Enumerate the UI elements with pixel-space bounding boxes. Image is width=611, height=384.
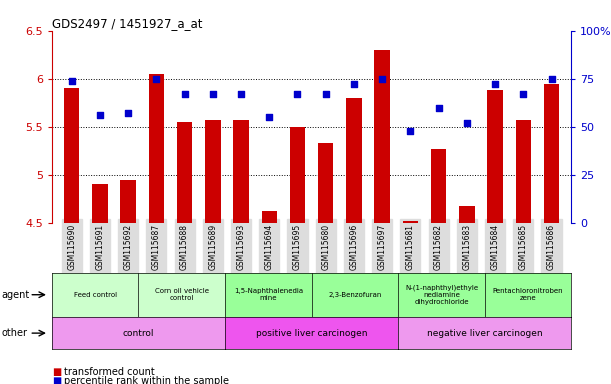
Bar xyxy=(516,120,531,223)
Text: N-(1-naphthyl)ethyle
nediamine
dihydrochloride: N-(1-naphthyl)ethyle nediamine dihydroch… xyxy=(405,285,478,305)
Bar xyxy=(431,149,447,223)
Point xyxy=(180,91,189,97)
Text: GDS2497 / 1451927_a_at: GDS2497 / 1451927_a_at xyxy=(52,17,202,30)
Bar xyxy=(346,98,362,223)
Text: Feed control: Feed control xyxy=(74,292,117,298)
Text: negative liver carcinogen: negative liver carcinogen xyxy=(427,329,543,338)
Bar xyxy=(64,88,79,223)
Text: control: control xyxy=(123,329,154,338)
Point xyxy=(321,91,331,97)
Point xyxy=(547,76,557,82)
Text: positive liver carcinogen: positive liver carcinogen xyxy=(256,329,367,338)
Point xyxy=(349,81,359,88)
Bar xyxy=(148,74,164,223)
Bar xyxy=(459,207,475,223)
Point xyxy=(434,104,444,111)
Text: other: other xyxy=(2,328,28,338)
Text: Corn oil vehicle
control: Corn oil vehicle control xyxy=(155,288,209,301)
Bar xyxy=(544,84,559,223)
Point xyxy=(67,78,76,84)
Bar xyxy=(488,90,503,223)
Bar xyxy=(205,120,221,223)
Point xyxy=(518,91,528,97)
Point xyxy=(490,81,500,88)
Bar xyxy=(318,143,334,223)
Bar xyxy=(177,122,192,223)
Text: ■: ■ xyxy=(52,367,61,377)
Text: ■: ■ xyxy=(52,376,61,384)
Point xyxy=(406,127,415,134)
Text: transformed count: transformed count xyxy=(64,367,155,377)
Text: Pentachloronitroben
zene: Pentachloronitroben zene xyxy=(492,288,563,301)
Bar xyxy=(262,211,277,223)
Bar xyxy=(290,127,306,223)
Bar xyxy=(233,120,249,223)
Text: agent: agent xyxy=(2,290,30,300)
Bar xyxy=(403,221,418,223)
Bar xyxy=(120,179,136,223)
Point xyxy=(123,110,133,116)
Bar xyxy=(92,184,108,223)
Point xyxy=(265,114,274,120)
Text: 2,3-Benzofuran: 2,3-Benzofuran xyxy=(328,292,382,298)
Point xyxy=(95,112,105,118)
Point xyxy=(377,76,387,82)
Point xyxy=(208,91,218,97)
Text: 1,5-Naphthalenedia
mine: 1,5-Naphthalenedia mine xyxy=(234,288,303,301)
Point xyxy=(293,91,302,97)
Point xyxy=(462,120,472,126)
Point xyxy=(152,76,161,82)
Text: percentile rank within the sample: percentile rank within the sample xyxy=(64,376,229,384)
Bar xyxy=(375,50,390,223)
Point xyxy=(236,91,246,97)
